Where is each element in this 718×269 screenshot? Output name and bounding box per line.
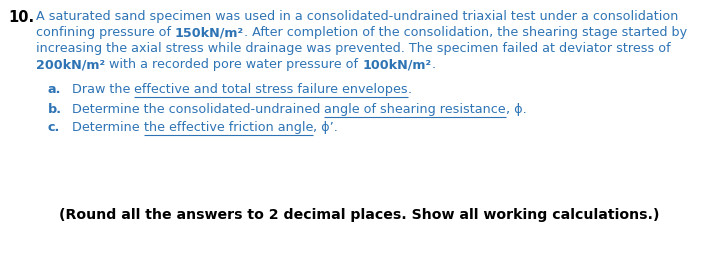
Text: with a recorded pore water pressure of: with a recorded pore water pressure of (105, 58, 362, 71)
Text: Draw the: Draw the (72, 83, 134, 96)
Text: Determine: Determine (72, 121, 144, 134)
Text: A saturated sand specimen was used in a consolidated-undrained triaxial test und: A saturated sand specimen was used in a … (36, 10, 679, 23)
Text: Determine the consolidated-undrained: Determine the consolidated-undrained (72, 103, 325, 116)
Text: .: . (432, 58, 435, 71)
Text: confining pressure of: confining pressure of (36, 26, 175, 39)
Text: (Round all the answers to 2 decimal places. Show all working calculations.): (Round all the answers to 2 decimal plac… (59, 208, 659, 222)
Text: the effective friction angle: the effective friction angle (144, 121, 313, 134)
Text: 10.: 10. (8, 10, 34, 25)
Text: angle of shearing resistance: angle of shearing resistance (325, 103, 506, 116)
Text: a.: a. (48, 83, 61, 96)
Text: 150kN/m²: 150kN/m² (175, 26, 244, 39)
Text: , ϕ.: , ϕ. (506, 103, 527, 116)
Text: . After completion of the consolidation, the shearing stage started by: . After completion of the consolidation,… (244, 26, 687, 39)
Text: effective and total stress failure envelopes: effective and total stress failure envel… (134, 83, 408, 96)
Text: b.: b. (48, 103, 62, 116)
Text: 100kN/m²: 100kN/m² (362, 58, 432, 71)
Text: , ϕ’.: , ϕ’. (313, 121, 338, 134)
Text: .: . (408, 83, 412, 96)
Text: increasing the axial stress while drainage was prevented. The specimen failed at: increasing the axial stress while draina… (36, 42, 671, 55)
Text: 200kN/m²: 200kN/m² (36, 58, 105, 71)
Text: c.: c. (48, 121, 60, 134)
